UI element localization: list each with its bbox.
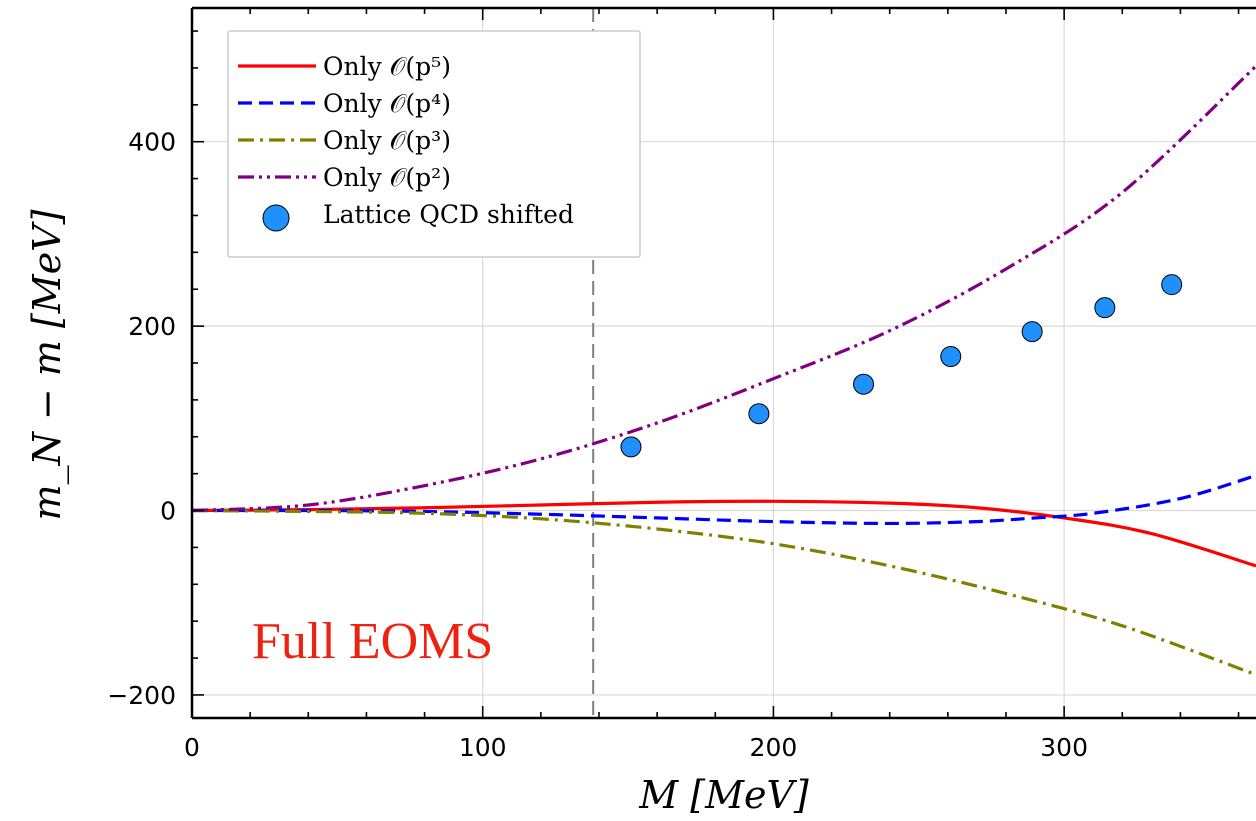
legend-box	[227, 30, 641, 258]
legend-label: Only 𝒪(p²)	[323, 163, 451, 192]
x-tick-label: 100	[459, 733, 507, 762]
legend-label: Only 𝒪(p⁵)	[323, 52, 451, 81]
x-tick-label: 200	[750, 733, 798, 762]
axes	[190, 6, 1256, 720]
y-tick-label: 0	[160, 497, 176, 526]
lattice-point	[1094, 297, 1116, 319]
series-line	[192, 499, 1256, 568]
annotation-full-eoms: Full EOMS	[252, 613, 493, 670]
series-line	[192, 508, 1256, 677]
series-line	[192, 473, 1256, 526]
legend-label: Lattice QCD shifted	[323, 200, 574, 229]
legend-label: Only 𝒪(p³)	[323, 126, 451, 155]
lattice-point	[940, 346, 962, 368]
x-axis-label: M [MeV]	[638, 773, 809, 817]
scatter-layer	[620, 274, 1183, 458]
legend-label: Only 𝒪(p⁴)	[323, 89, 451, 118]
series-line	[192, 64, 1256, 513]
tick-labels: 0 100 200 300 −200 0 200 400	[107, 128, 1088, 762]
series-layer	[192, 64, 1256, 677]
legend-marker	[262, 204, 290, 232]
y-tick-label: −200	[107, 681, 176, 710]
lattice-point	[853, 373, 875, 395]
lattice-point	[1021, 321, 1043, 343]
x-tick-label: 300	[1040, 733, 1088, 762]
y-axis-label: m_N − m [MeV]	[25, 209, 70, 520]
x-tick-label: 0	[184, 733, 200, 762]
lattice-point	[748, 403, 770, 425]
legend: Only 𝒪(p⁵) Only 𝒪(p⁴) Only 𝒪(p³) Only 𝒪(p²)…	[227, 30, 641, 258]
y-tick-label: 200	[128, 312, 176, 341]
y-tick-label: 400	[128, 128, 176, 157]
lattice-point	[1161, 274, 1183, 296]
lattice-point	[620, 436, 642, 458]
